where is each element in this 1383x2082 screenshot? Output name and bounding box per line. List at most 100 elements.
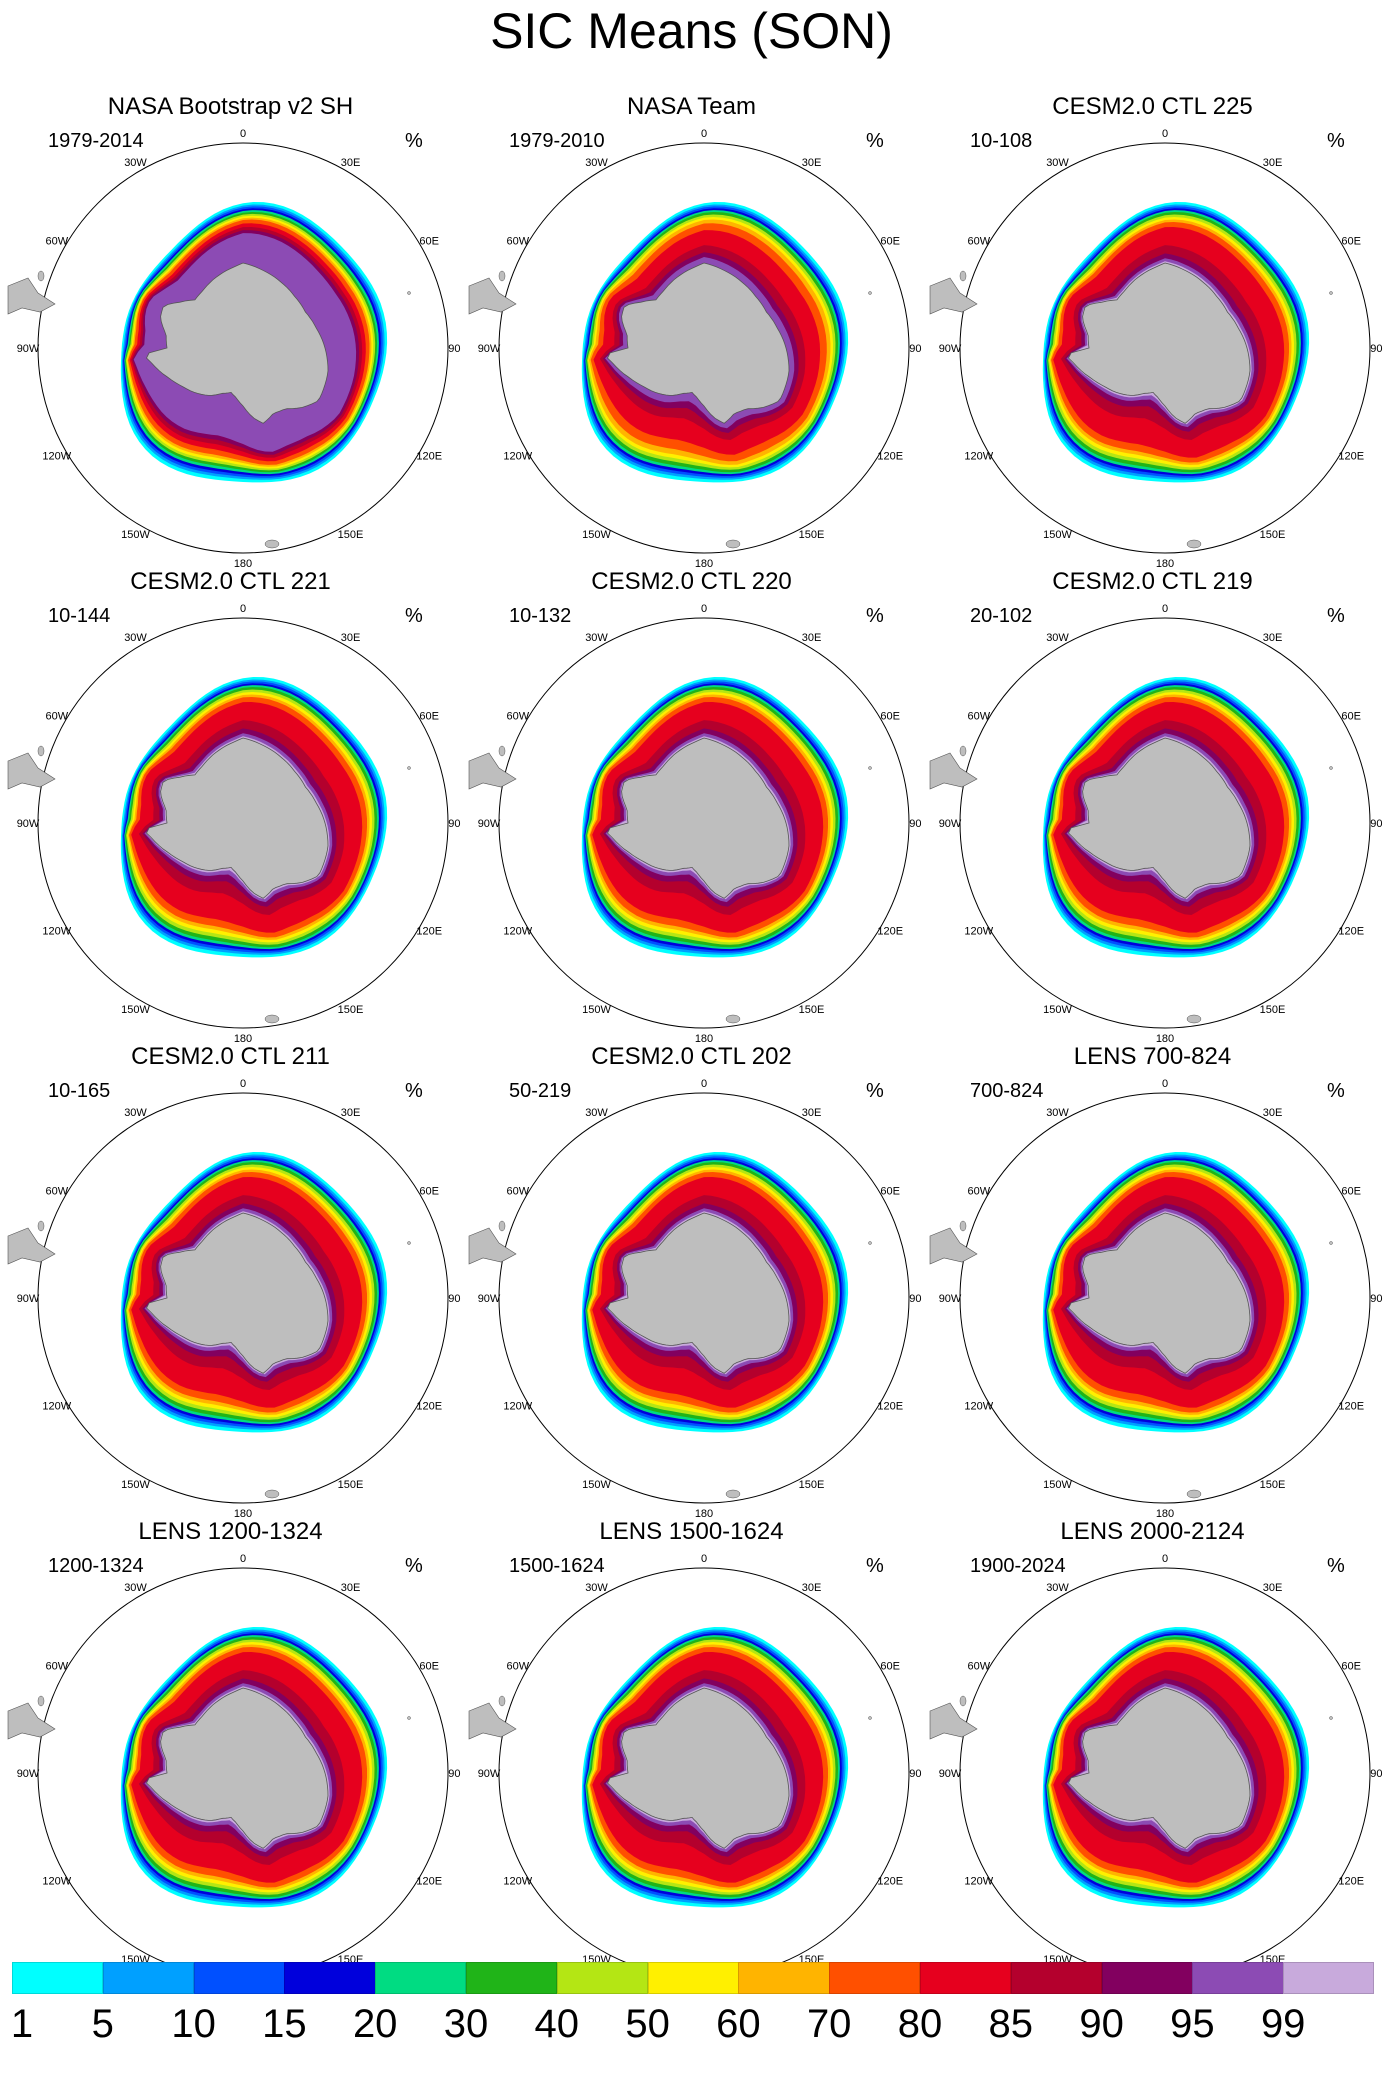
island	[37, 1695, 45, 1707]
south-america-landmass	[929, 1227, 978, 1265]
longitude-label: 30E	[341, 1107, 361, 1119]
longitude-label: 120W	[503, 1876, 532, 1888]
colorbar-label: 70	[806, 2002, 852, 2046]
longitude-label: 30E	[802, 1107, 822, 1119]
panel-period: 1900-2024	[970, 1555, 1066, 1577]
panel-period: 1200-1324	[48, 1555, 144, 1577]
panel-title: CESM2.0 CTL 225	[1052, 93, 1253, 120]
longitude-label: 180	[234, 1508, 252, 1520]
island	[868, 766, 872, 770]
panel-title: LENS 700-824	[1073, 1043, 1232, 1070]
island	[959, 1695, 967, 1707]
panel-units: %	[1327, 1555, 1345, 1577]
longitude-label: 180	[1156, 1033, 1174, 1045]
panel-period: 1979-2014	[48, 130, 144, 152]
longitude-label: 150W	[121, 1479, 150, 1491]
longitude-label: 180	[695, 1033, 713, 1045]
panel-period: 10-165	[48, 1080, 111, 1102]
longitude-label: 60W	[506, 1661, 529, 1673]
longitude-label: 30W	[124, 632, 147, 644]
longitude-label: 180	[234, 1033, 252, 1045]
island	[868, 1241, 872, 1245]
longitude-label: 30W	[585, 632, 608, 644]
island	[264, 1014, 280, 1024]
island	[959, 745, 967, 757]
polar-map: 0 30E 60E 90E 120E 150E 180 150W 120W 90W 60W 30W	[929, 128, 1383, 570]
colorbar-box	[193, 1962, 285, 1994]
map-panel: CESM2.0 CTL 225 10-108% 0 30E 60E 90E 120E 150E…	[922, 92, 1383, 570]
island	[498, 270, 506, 282]
longitude-label: 60W	[45, 236, 68, 248]
antarctica-landmass	[146, 1687, 329, 1849]
island	[498, 1695, 506, 1707]
longitude-label: 60E	[880, 711, 900, 723]
longitude-label: 150W	[582, 1479, 611, 1491]
map-panel: CESM2.0 CTL 219 20-102% 0 30E 60E 90E 120E 150E…	[922, 567, 1383, 1045]
longitude-label: 60E	[419, 1186, 439, 1198]
longitude-label: 60E	[419, 1661, 439, 1673]
colorbar-box	[829, 1962, 921, 1994]
panel-period: 700-824	[970, 1080, 1044, 1102]
longitude-label: 30E	[341, 1582, 361, 1594]
antarctica-landmass	[1068, 262, 1251, 424]
longitude-label: 150W	[1043, 529, 1072, 541]
island	[725, 1014, 741, 1024]
antarctica-landmass	[1068, 1212, 1251, 1374]
island	[264, 539, 280, 549]
colorbar-box	[466, 1962, 558, 1994]
longitude-label: 60E	[1341, 1661, 1361, 1673]
panel-units: %	[405, 130, 423, 152]
island	[1186, 1014, 1202, 1024]
longitude-label: 90E	[1370, 1768, 1383, 1780]
longitude-label: 150E	[799, 529, 825, 541]
island	[498, 745, 506, 757]
longitude-label: 60W	[967, 711, 990, 723]
longitude-label: 90W	[478, 1293, 501, 1305]
colorbar-box	[1283, 1962, 1375, 1994]
longitude-label: 120E	[416, 451, 442, 463]
longitude-label: 90W	[939, 1768, 962, 1780]
colorbar-box	[12, 1962, 104, 1994]
longitude-label: 90E	[909, 1293, 922, 1305]
longitude-label: 30W	[124, 1107, 147, 1119]
longitude-label: 90W	[478, 818, 501, 830]
south-america-landmass	[7, 1227, 56, 1265]
panel-title: LENS 1500-1624	[599, 1518, 784, 1545]
colorbar-label: 30	[443, 2002, 489, 2046]
south-america-landmass	[929, 752, 978, 790]
longitude-label: 120E	[1338, 451, 1364, 463]
longitude-label: 150W	[121, 529, 150, 541]
map-panel: LENS 1500-16241500-1624%030E60E90E120E15…	[461, 1517, 922, 1995]
colorbar-label: 20	[352, 2002, 398, 2046]
polar-map: 0 30E 60E 90E 120E 150E 180 150W 120W 90W 60W 30W	[929, 1078, 1383, 1520]
island	[407, 1716, 411, 1720]
antarctica-landmass	[607, 737, 790, 899]
island	[1329, 1241, 1333, 1245]
island	[407, 1241, 411, 1245]
longitude-label: 150E	[338, 1479, 364, 1491]
island	[37, 745, 45, 757]
longitude-label: 0	[1162, 1553, 1168, 1565]
colorbar-label: 95	[1170, 2002, 1215, 2046]
longitude-label: 30W	[1046, 1107, 1069, 1119]
longitude-label: 0	[1162, 128, 1168, 140]
map-panel: LENS 1200-13241200-1324%030E60E90E120E15…	[0, 1517, 461, 1995]
colorbar-box	[1192, 1962, 1284, 1994]
longitude-label: 120E	[1338, 926, 1364, 938]
polar-map: 0 30E 60E 90E 120E 150E 180 150W 120W 90W 60W 30W	[7, 1078, 461, 1520]
longitude-label: 90E	[448, 1293, 461, 1305]
colorbar-label: 50	[625, 2002, 670, 2046]
longitude-label: 0	[240, 128, 246, 140]
longitude-label: 150W	[582, 529, 611, 541]
colorbar-box	[738, 1962, 830, 1994]
longitude-label: 60W	[45, 1186, 68, 1198]
longitude-label: 120W	[503, 926, 532, 938]
island	[1186, 539, 1202, 549]
longitude-label: 120W	[503, 451, 532, 463]
island	[1329, 1716, 1333, 1720]
longitude-label: 150W	[582, 1004, 611, 1016]
island	[1186, 1489, 1202, 1499]
island	[1329, 291, 1333, 295]
longitude-label: 60W	[45, 711, 68, 723]
island	[868, 1716, 872, 1720]
